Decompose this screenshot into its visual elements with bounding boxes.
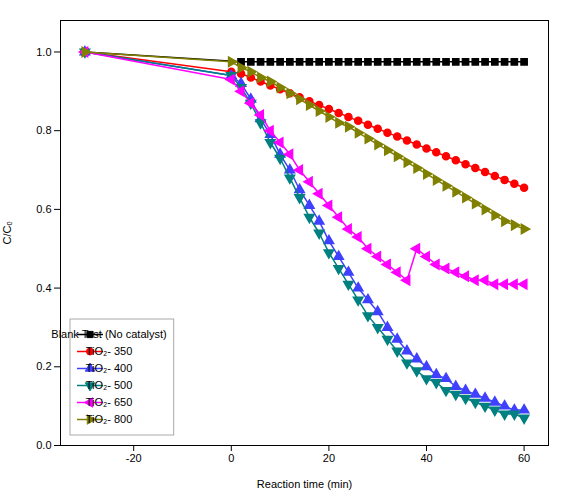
svg-text:0.2: 0.2 — [36, 360, 51, 372]
svg-text:60: 60 — [518, 452, 530, 464]
svg-text:0.8: 0.8 — [36, 124, 51, 136]
svg-text:1.0: 1.0 — [36, 46, 51, 58]
svg-text:C/Cₒ: C/Cₒ — [1, 221, 13, 244]
svg-text:0.4: 0.4 — [36, 282, 51, 294]
svg-text:TiO₂- 800: TiO₂- 800 — [86, 413, 133, 425]
svg-text:TiO₂- 350: TiO₂- 350 — [86, 345, 133, 357]
svg-text:0.6: 0.6 — [36, 203, 51, 215]
svg-text:0.0: 0.0 — [36, 439, 51, 451]
svg-text:Reaction time (min): Reaction time (min) — [257, 478, 352, 490]
svg-text:40: 40 — [420, 452, 432, 464]
svg-text:0: 0 — [228, 452, 234, 464]
svg-text:Blank Test (No catalyst): Blank Test (No catalyst) — [51, 328, 166, 340]
svg-text:TiO₂- 500: TiO₂- 500 — [86, 379, 133, 391]
svg-text:-20: -20 — [126, 452, 142, 464]
svg-text:20: 20 — [323, 452, 335, 464]
svg-text:TiO₂- 400: TiO₂- 400 — [86, 362, 133, 374]
svg-text:TiO₂- 650: TiO₂- 650 — [86, 396, 133, 408]
